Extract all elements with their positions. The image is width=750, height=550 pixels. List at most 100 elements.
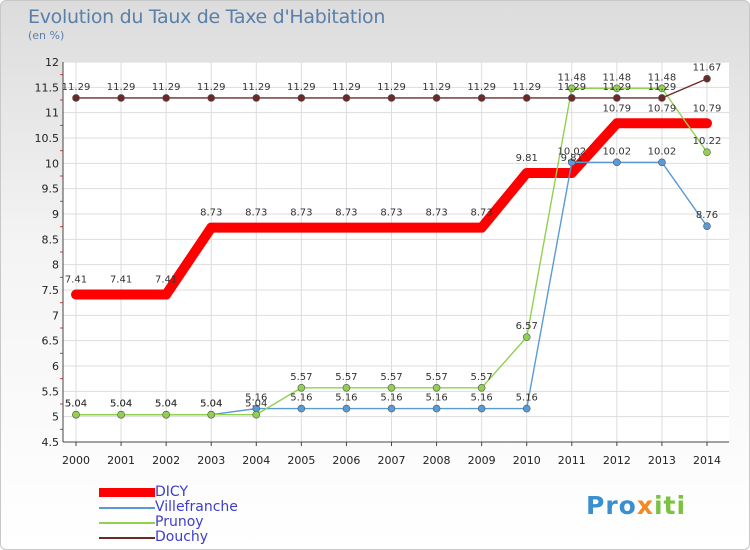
series-lines (71, 74, 712, 419)
x-tick-label: 2010 (513, 454, 541, 467)
series-line-dicy (71, 118, 712, 300)
logo-part-3: iti (653, 491, 687, 520)
data-label: 5.04 (110, 399, 132, 410)
y-tick-label: 8 (52, 259, 59, 272)
legend-label: Prunoy (155, 514, 204, 530)
data-label: 8.73 (290, 208, 312, 219)
data-point (522, 404, 531, 413)
data-label: 9.81 (516, 153, 538, 164)
data-label: 11.29 (422, 82, 451, 93)
data-label: 5.04 (155, 399, 177, 410)
data-label: 5.57 (380, 372, 402, 383)
data-point (342, 383, 351, 392)
x-tick-label: 2009 (468, 454, 496, 467)
x-tick-label: 2006 (332, 454, 360, 467)
data-label: 11.29 (242, 82, 271, 93)
legend-label: Douchy (155, 529, 209, 545)
data-point (432, 383, 441, 392)
data-point (567, 84, 576, 93)
x-tick-label: 2002 (152, 454, 180, 467)
data-label: 5.04 (110, 399, 132, 410)
data-label: 11.29 (648, 82, 677, 93)
logo-part-2: x (636, 491, 654, 520)
data-point (703, 148, 711, 156)
data-label: 10.02 (648, 146, 677, 157)
data-label: 11.48 (557, 72, 586, 83)
data-label: 7.41 (110, 275, 132, 286)
data-point (297, 404, 306, 413)
data-label: 5.16 (245, 393, 267, 404)
data-label: 5.16 (471, 393, 493, 404)
x-tick-label: 2003 (197, 454, 225, 467)
y-tick-label: 7 (52, 309, 59, 322)
y-tick-label: 10.5 (35, 132, 60, 145)
data-label: 5.16 (380, 393, 402, 404)
x-tick-label: 2014 (693, 454, 721, 467)
data-point (658, 94, 666, 102)
y-tick-label: 12 (45, 56, 59, 69)
y-tick-label: 6 (52, 360, 59, 373)
data-label: 5.57 (335, 372, 357, 383)
data-point (658, 84, 666, 93)
data-point (522, 94, 531, 102)
data-label: 11.29 (287, 82, 316, 93)
y-tick-label: 5.5 (42, 385, 60, 398)
data-label: 11.29 (152, 82, 181, 93)
data-point (72, 410, 80, 419)
data-point (658, 158, 666, 167)
data-label: 5.57 (290, 372, 312, 383)
x-tick-label: 2004 (242, 454, 270, 467)
axes: 4.555.566.577.588.599.51010.51111.512200… (35, 56, 729, 467)
data-label: 5.04 (245, 399, 267, 410)
data-label: 9.81 (561, 153, 583, 164)
data-label: 5.04 (65, 399, 87, 410)
data-point (252, 94, 261, 102)
data-point (477, 383, 486, 392)
data-point (117, 410, 125, 419)
x-tick-label: 2005 (287, 454, 315, 467)
data-point (703, 74, 711, 83)
data-label: 11.29 (197, 82, 226, 93)
y-tick-label: 6.5 (42, 335, 60, 348)
y-tick-label: 9.5 (42, 183, 60, 196)
data-point (613, 84, 621, 93)
chart-title: Evolution du Taux de Taxe d'Habitation (28, 6, 386, 28)
y-tick-label: 5 (52, 411, 59, 424)
data-point (432, 94, 441, 102)
data-label: 10.22 (693, 136, 722, 147)
data-label: 5.16 (516, 393, 538, 404)
logo-part-1: Pro (586, 491, 637, 520)
data-label: 8.73 (380, 208, 402, 219)
data-point (297, 383, 306, 392)
data-point (162, 94, 170, 102)
data-label: 11.29 (603, 82, 632, 93)
data-label: 5.16 (290, 393, 312, 404)
y-tick-label: 10 (45, 157, 59, 170)
proxiti-logo: Proxiti (586, 491, 686, 520)
data-label: 8.73 (471, 208, 493, 219)
legend-label: Villefranche (155, 499, 238, 515)
data-point (613, 94, 621, 102)
data-label: 6.57 (516, 321, 538, 332)
data-point (297, 94, 306, 102)
data-point (387, 94, 396, 102)
data-point (567, 94, 576, 102)
x-tick-label: 2008 (423, 454, 451, 467)
x-tick-label: 2007 (378, 454, 406, 467)
data-point (387, 383, 396, 392)
x-tick-label: 2013 (648, 454, 676, 467)
data-label: 7.41 (65, 275, 87, 286)
data-point (117, 94, 125, 102)
legend-label: DICY (155, 484, 188, 500)
data-label: 8.76 (696, 210, 718, 221)
y-tick-label: 11.5 (35, 81, 60, 94)
data-label: 10.79 (603, 103, 632, 114)
data-label: 5.04 (65, 399, 87, 410)
y-tick-label: 9 (52, 208, 59, 221)
y-tick-label: 11 (45, 107, 59, 120)
data-label: 11.29 (62, 82, 91, 93)
data-label: 7.41 (155, 275, 177, 286)
data-label: 8.73 (245, 208, 267, 219)
data-label: 10.79 (648, 103, 677, 114)
